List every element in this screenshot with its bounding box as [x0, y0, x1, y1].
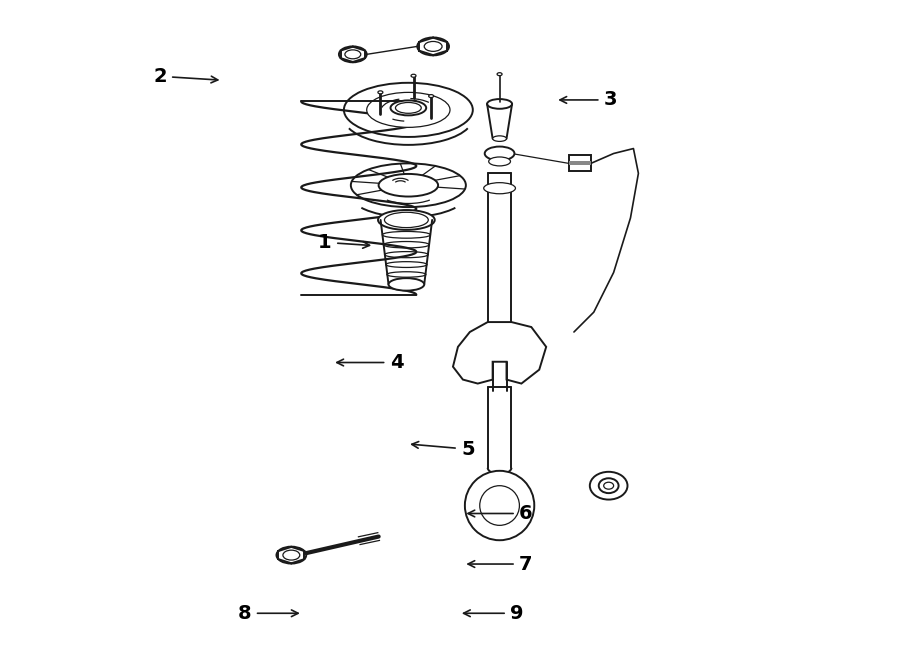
Ellipse shape [485, 146, 515, 160]
Circle shape [465, 471, 535, 540]
Ellipse shape [497, 73, 502, 75]
Text: 2: 2 [153, 67, 166, 86]
Ellipse shape [339, 46, 366, 62]
Ellipse shape [598, 478, 618, 493]
Ellipse shape [391, 101, 427, 115]
Text: 9: 9 [510, 604, 524, 623]
Text: 1: 1 [319, 233, 332, 252]
Circle shape [480, 486, 519, 526]
Text: 8: 8 [238, 604, 251, 623]
Text: 5: 5 [461, 440, 474, 459]
Ellipse shape [395, 103, 421, 113]
Ellipse shape [351, 164, 466, 207]
Text: 7: 7 [519, 555, 533, 573]
Ellipse shape [483, 183, 516, 194]
Text: 6: 6 [519, 504, 533, 523]
Ellipse shape [489, 157, 510, 166]
Ellipse shape [344, 83, 472, 137]
Ellipse shape [590, 472, 627, 500]
Bar [569, 156, 590, 171]
Ellipse shape [366, 93, 450, 127]
Ellipse shape [283, 550, 300, 560]
Ellipse shape [424, 42, 442, 52]
Bar [569, 162, 590, 166]
Ellipse shape [384, 213, 428, 228]
Ellipse shape [345, 50, 361, 59]
Text: 4: 4 [390, 353, 403, 372]
Ellipse shape [428, 95, 434, 97]
Ellipse shape [378, 91, 382, 94]
Ellipse shape [492, 136, 507, 142]
Ellipse shape [411, 74, 416, 77]
Text: 3: 3 [604, 91, 617, 109]
Ellipse shape [379, 174, 438, 197]
Ellipse shape [276, 547, 306, 563]
Ellipse shape [487, 99, 512, 109]
Ellipse shape [418, 38, 449, 56]
Polygon shape [453, 322, 546, 383]
Ellipse shape [378, 210, 435, 230]
Ellipse shape [389, 278, 424, 291]
Ellipse shape [604, 482, 614, 489]
